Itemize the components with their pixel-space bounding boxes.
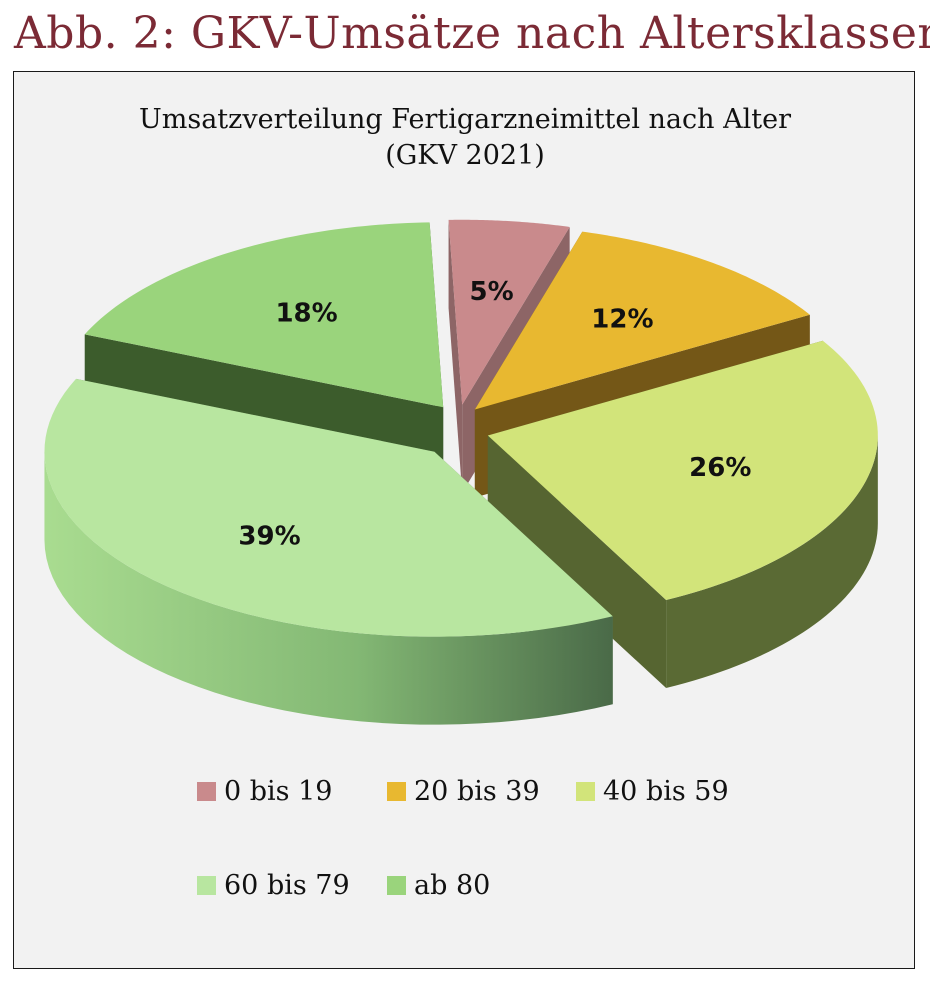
legend-swatch bbox=[197, 876, 216, 895]
pie-slice-0-bis-19 bbox=[448, 219, 570, 405]
data-label: 12% bbox=[591, 305, 653, 335]
data-label: 26% bbox=[689, 453, 751, 483]
pie-slice-side bbox=[666, 435, 878, 688]
data-label: 18% bbox=[275, 299, 337, 329]
pie-slice-wall bbox=[487, 435, 667, 688]
chart-area: Umsatzverteilung Fertigarzneimittel nach… bbox=[13, 71, 915, 969]
legend-swatch bbox=[387, 782, 406, 801]
legend-swatch bbox=[387, 876, 406, 895]
pie-slice-40-bis-59 bbox=[487, 340, 878, 600]
pie-slice-20-bis-39 bbox=[474, 231, 810, 410]
pie-slice-side bbox=[44, 451, 613, 725]
legend-entry: 0 bis 19 bbox=[224, 776, 332, 807]
legend-swatch bbox=[576, 782, 595, 801]
data-label: 5% bbox=[470, 277, 514, 307]
pie-chart: Umsatzverteilung Fertigarzneimittel nach… bbox=[44, 104, 878, 901]
legend-entry: ab 80 bbox=[414, 870, 490, 901]
pie-slice-60-bis-79 bbox=[44, 378, 613, 637]
chart-title: Umsatzverteilung Fertigarzneimittel nach… bbox=[139, 104, 791, 135]
legend-entry: 60 bis 79 bbox=[224, 870, 350, 901]
data-label: 39% bbox=[238, 522, 300, 552]
figure-title: Abb. 2: GKV-Umsätze nach Altersklassen bbox=[14, 8, 930, 59]
pie-slice-wall bbox=[448, 219, 463, 493]
legend-entry: 20 bis 39 bbox=[414, 776, 540, 807]
legend-entry: 40 bis 59 bbox=[603, 776, 729, 807]
pie-slice-ab-80 bbox=[84, 222, 444, 408]
legend-swatch bbox=[197, 782, 216, 801]
chart-subtitle: (GKV 2021) bbox=[385, 140, 545, 171]
